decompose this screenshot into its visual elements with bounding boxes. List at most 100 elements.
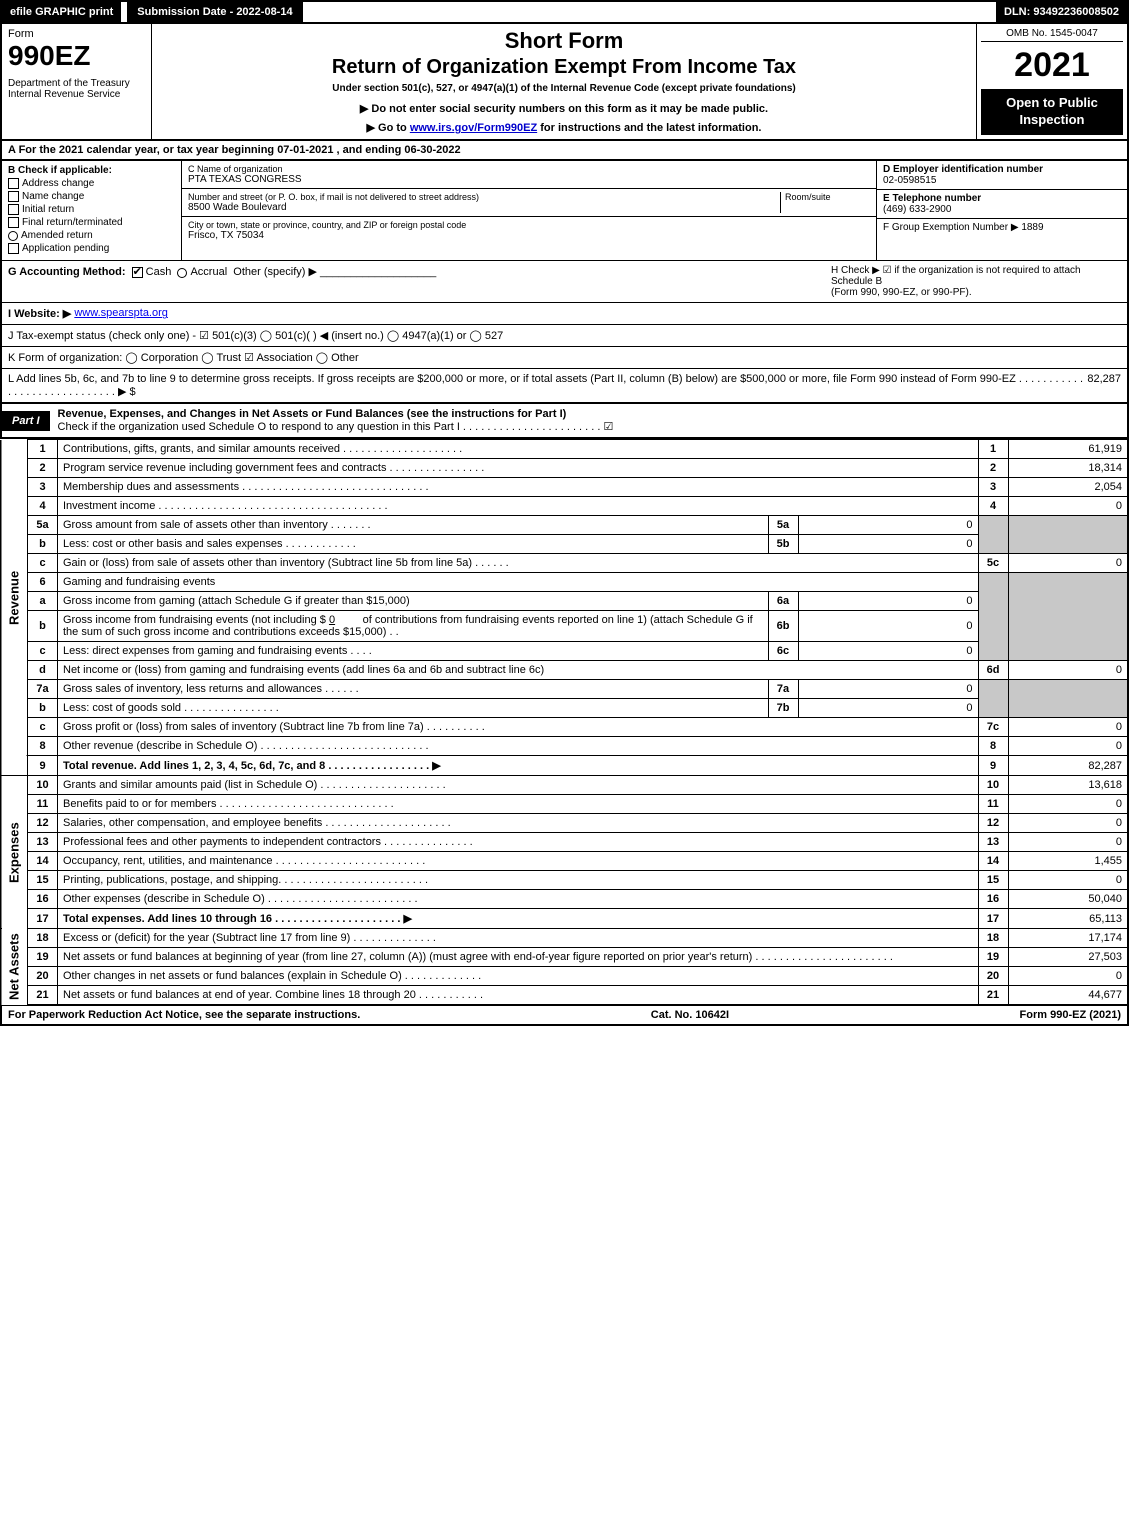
irs-link[interactable]: www.irs.gov/Form990EZ <box>410 122 537 134</box>
k-text: K Form of organization: ◯ Corporation ◯ … <box>8 351 359 364</box>
note2-post: for instructions and the latest informat… <box>537 122 761 134</box>
website-link[interactable]: www.spearspta.org <box>74 307 168 319</box>
line-7b: b Less: cost of goods sold . . . . . . .… <box>1 699 1128 718</box>
c-name-label: C Name of organization <box>188 164 870 174</box>
part-1-title: Revenue, Expenses, and Changes in Net As… <box>58 408 567 420</box>
f-group-label: F Group Exemption Number ▶ <box>883 222 1019 233</box>
line-4: 4 Investment income . . . . . . . . . . … <box>1 497 1128 516</box>
cb-address-change[interactable]: Address change <box>8 178 175 189</box>
line-19: 19 Net assets or fund balances at beginn… <box>1 948 1128 967</box>
ssn-warning: ▶ Do not enter social security numbers o… <box>160 102 968 115</box>
tel-value: (469) 633-2900 <box>883 204 951 215</box>
form-number: 990EZ <box>8 40 145 72</box>
cb-final-return[interactable]: Final return/terminated <box>8 217 175 228</box>
line-16: 16 Other expenses (describe in Schedule … <box>1 890 1128 909</box>
cb-name-change[interactable]: Name change <box>8 191 175 202</box>
under-section: Under section 501(c), 527, or 4947(a)(1)… <box>160 83 968 94</box>
cb-application-pending[interactable]: Application pending <box>8 243 175 254</box>
c-city-label: City or town, state or province, country… <box>188 220 870 230</box>
footer-cat: Cat. No. 10642I <box>651 1009 729 1021</box>
l-amount: 82,287 <box>1087 373 1121 385</box>
header-left: Form 990EZ Department of the Treasury In… <box>2 24 152 139</box>
open-to-public: Open to Public Inspection <box>981 89 1123 135</box>
g-other: Other (specify) ▶ <box>233 266 317 278</box>
h-line1: H Check ▶ ☑ if the organization is not r… <box>831 265 1121 287</box>
row-g-accounting: G Accounting Method: Cash Accrual Other … <box>0 260 1129 302</box>
submission-date: Submission Date - 2022-08-14 <box>127 2 302 22</box>
entity-block: B Check if applicable: Address change Na… <box>0 161 1129 261</box>
omb-number: OMB No. 1545-0047 <box>981 28 1123 42</box>
cb-cash[interactable] <box>132 267 143 278</box>
row-h-schedule-b: H Check ▶ ☑ if the organization is not r… <box>821 265 1121 298</box>
row-i-website: I Website: ▶ www.spearspta.org <box>0 302 1129 324</box>
org-city: Frisco, TX 75034 <box>188 230 870 241</box>
side-revenue: Revenue <box>1 440 28 756</box>
line-6d: d Net income or (loss) from gaming and f… <box>1 661 1128 680</box>
line-7c: c Gross profit or (loss) from sales of i… <box>1 718 1128 737</box>
i-label: I Website: ▶ <box>8 307 71 320</box>
line-3: 3 Membership dues and assessments . . . … <box>1 478 1128 497</box>
line-13: 13 Professional fees and other payments … <box>1 833 1128 852</box>
h-line2: (Form 990, 990-EZ, or 990-PF). <box>831 287 1121 298</box>
line-21: 21 Net assets or fund balances at end of… <box>1 986 1128 1005</box>
footer-left: For Paperwork Reduction Act Notice, see … <box>8 1009 360 1021</box>
l-text: L Add lines 5b, 6c, and 7b to line 9 to … <box>8 373 1084 398</box>
part-1-header: Part I Revenue, Expenses, and Changes in… <box>0 403 1129 439</box>
department-label: Department of the Treasury Internal Reve… <box>8 78 145 100</box>
org-name: PTA TEXAS CONGRESS <box>188 174 870 185</box>
line-15: 15 Printing, publications, postage, and … <box>1 871 1128 890</box>
org-street: 8500 Wade Boulevard <box>188 202 780 213</box>
header-center: Short Form Return of Organization Exempt… <box>152 24 977 139</box>
c-room-label: Room/suite <box>785 192 870 202</box>
part-1-table: Revenue 1 Contributions, gifts, grants, … <box>0 439 1129 1005</box>
line-9: 9 Total revenue. Add lines 1, 2, 3, 4, 5… <box>1 756 1128 776</box>
row-j-tax-exempt: J Tax-exempt status (check only one) - ☑… <box>0 324 1129 346</box>
form-word: Form <box>8 28 145 40</box>
cb-initial-return[interactable]: Initial return <box>8 204 175 215</box>
short-form-title: Short Form <box>160 28 968 54</box>
part-1-label: Part I <box>2 411 50 431</box>
ein-value: 02-0598515 <box>883 175 936 186</box>
line-5b: b Less: cost or other basis and sales ex… <box>1 535 1128 554</box>
line-10: Expenses 10 Grants and similar amounts p… <box>1 776 1128 795</box>
line-8: 8 Other revenue (describe in Schedule O)… <box>1 737 1128 756</box>
col-d-ein-tel: D Employer identification number 02-0598… <box>877 161 1127 261</box>
row-a-tax-year: A For the 2021 calendar year, or tax yea… <box>0 141 1129 161</box>
line-18: Net Assets 18 Excess or (deficit) for th… <box>1 929 1128 948</box>
g-label: G Accounting Method: <box>8 266 126 278</box>
row-l-gross-receipts: L Add lines 5b, 6c, and 7b to line 9 to … <box>0 368 1129 403</box>
cb-amended-return[interactable]: Amended return <box>8 230 175 241</box>
line-5c: c Gain or (loss) from sale of assets oth… <box>1 554 1128 573</box>
cb-accrual[interactable] <box>177 268 187 278</box>
line-2: 2 Program service revenue including gove… <box>1 459 1128 478</box>
part-1-check: Check if the organization used Schedule … <box>58 421 614 433</box>
line-6b: b Gross income from fundraising events (… <box>1 611 1128 642</box>
c-street-label: Number and street (or P. O. box, if mail… <box>188 192 780 202</box>
side-expenses: Expenses <box>1 776 28 929</box>
efile-print-label[interactable]: efile GRAPHIC print <box>2 2 121 22</box>
row-k-form-org: K Form of organization: ◯ Corporation ◯ … <box>0 346 1129 368</box>
line-11: 11 Benefits paid to or for members . . .… <box>1 795 1128 814</box>
header-right: OMB No. 1545-0047 2021 Open to Public In… <box>977 24 1127 139</box>
line-12: 12 Salaries, other compensation, and emp… <box>1 814 1128 833</box>
line-6c: c Less: direct expenses from gaming and … <box>1 642 1128 661</box>
line-1: Revenue 1 Contributions, gifts, grants, … <box>1 440 1128 459</box>
line-6: 6 Gaming and fundraising events <box>1 573 1128 592</box>
row-a-text: A For the 2021 calendar year, or tax yea… <box>8 144 461 156</box>
form-header: Form 990EZ Department of the Treasury In… <box>0 22 1129 141</box>
instructions-link-line: ▶ Go to www.irs.gov/Form990EZ for instru… <box>160 121 968 134</box>
form-title: Return of Organization Exempt From Incom… <box>160 56 968 79</box>
tax-year: 2021 <box>981 46 1123 85</box>
top-bar: efile GRAPHIC print Submission Date - 20… <box>0 0 1129 22</box>
e-tel-label: E Telephone number <box>883 193 981 204</box>
note2-pre: ▶ Go to <box>367 122 410 134</box>
line-6a: a Gross income from gaming (attach Sched… <box>1 592 1128 611</box>
line-7a: 7a Gross sales of inventory, less return… <box>1 680 1128 699</box>
col-b-checkboxes: B Check if applicable: Address change Na… <box>2 161 182 261</box>
dln-label: DLN: 93492236008502 <box>996 2 1127 22</box>
col-c-name-address: C Name of organization PTA TEXAS CONGRES… <box>182 161 877 261</box>
line-20: 20 Other changes in net assets or fund b… <box>1 967 1128 986</box>
line-5a: 5a Gross amount from sale of assets othe… <box>1 516 1128 535</box>
side-net-assets: Net Assets <box>1 929 28 1005</box>
line-14: 14 Occupancy, rent, utilities, and maint… <box>1 852 1128 871</box>
